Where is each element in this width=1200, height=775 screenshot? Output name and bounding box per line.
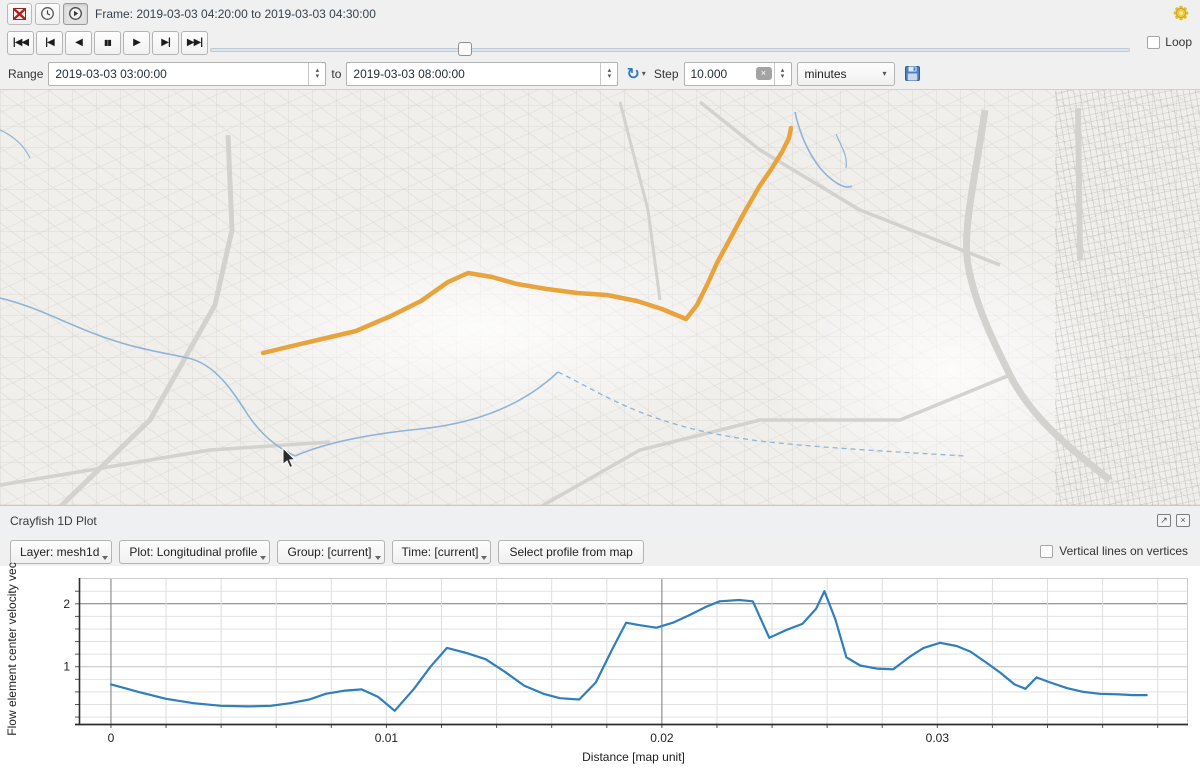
menu-indicator-icon (481, 556, 488, 560)
time-settings-button[interactable] (35, 2, 60, 25)
spin-up-icon[interactable]: ▴ (780, 66, 785, 74)
svg-text:Distance [map unit]: Distance [map unit] (582, 750, 685, 764)
skip-to-end-icon: ▶▶| (186, 37, 203, 48)
plot-type-menu-button[interactable]: Plot: Longitudinal profile (119, 540, 271, 564)
step-label: Step (653, 66, 679, 81)
vertical-lines-checkbox-label: Vertical lines on vertices (1059, 544, 1188, 558)
layer-menu-button[interactable]: Layer: mesh1d (10, 540, 113, 564)
map-canvas[interactable] (0, 89, 1200, 506)
red-cross-icon (13, 7, 26, 20)
playback-row: |◀◀ |◀ ◀ ▮▮ ▶ ▶| ▶▶| Loop (0, 27, 1200, 58)
skip-to-start-button[interactable]: |◀◀ (7, 30, 34, 55)
time-menu-button[interactable]: Time: [current] (391, 540, 492, 564)
layer-menu-label: Layer: mesh1d (20, 545, 100, 559)
play-forward-button[interactable]: ▶ (123, 30, 150, 55)
pause-button[interactable]: ▮▮ (94, 30, 121, 55)
spin-down-icon[interactable]: ▾ (607, 72, 612, 80)
save-settings-button[interactable] (904, 65, 921, 82)
range-end-spin-buttons[interactable]: ▴ ▾ (600, 62, 617, 85)
skip-to-end-button[interactable]: ▶▶| (181, 30, 208, 55)
step-unit-combobox[interactable]: minutes ▾ (796, 61, 895, 86)
profile-plot-svg: 0 0.01 0.02 0.03 1 2 Distance [map unit] (63, 578, 1188, 764)
previous-frame-icon: |◀ (45, 37, 54, 48)
refresh-range-button[interactable]: ↻ ▾ (623, 62, 648, 86)
svg-text:0.01: 0.01 (375, 731, 399, 745)
plot-controls-row: Layer: mesh1d Plot: Longitudinal profile… (0, 538, 1200, 566)
spin-up-icon[interactable]: ▴ (315, 66, 320, 74)
group-menu-button[interactable]: Group: [current] (277, 540, 385, 564)
range-start-spin-buttons[interactable]: ▴ ▾ (308, 62, 325, 85)
time-slider-groove[interactable] (210, 48, 1130, 52)
menu-indicator-icon (102, 556, 109, 560)
range-end-value[interactable]: 2019-03-03 08:00:00 (353, 66, 465, 81)
frame-range-label: Frame: 2019-03-03 04:20:00 to 2019-03-03… (95, 6, 376, 21)
svg-text:0: 0 (108, 731, 115, 745)
plot-type-menu-label: Plot: Longitudinal profile (129, 545, 258, 559)
settings-gear-icon[interactable] (1172, 4, 1190, 25)
loop-checkbox-label: Loop (1165, 35, 1192, 49)
play-animation-button[interactable] (63, 2, 88, 25)
step-value[interactable]: 10.000 (690, 66, 728, 81)
refresh-icon: ↻ (626, 65, 640, 83)
next-frame-icon: ▶| (161, 37, 170, 48)
river-lines (0, 111, 966, 457)
range-label: Range (8, 66, 44, 81)
refresh-dropdown-icon[interactable]: ▾ (641, 69, 646, 78)
pause-icon: ▮▮ (104, 38, 112, 47)
vertical-lines-checkbox[interactable] (1040, 544, 1054, 558)
plot-y-axis-label: Flow element center velocity vec (5, 562, 19, 736)
combobox-arrow-icon: ▾ (882, 69, 887, 78)
play-circle-icon (69, 7, 82, 20)
road-lines (0, 100, 1113, 505)
crayfish-panel-header[interactable]: Crayfish 1D Plot ↗ × (0, 507, 1200, 534)
save-floppy-icon (904, 66, 920, 81)
profile-plot[interactable]: 0 0.01 0.02 0.03 1 2 Distance [map unit] (0, 566, 1200, 775)
select-profile-label: Select profile from map (509, 545, 633, 559)
time-frame-bar: Frame: 2019-03-03 04:20:00 to 2019-03-03… (0, 0, 1200, 27)
clear-step-icon[interactable]: × (755, 67, 772, 80)
skip-to-start-icon: |◀◀ (12, 37, 29, 48)
map-features (0, 100, 1113, 505)
step-value-field[interactable]: 10.000 × ▴ ▾ (683, 61, 792, 86)
disable-time-slider-button[interactable] (7, 2, 32, 25)
play-backward-button[interactable]: ◀ (65, 30, 92, 55)
spin-up-icon[interactable]: ▴ (607, 66, 612, 74)
selected-profile-route[interactable] (260, 125, 794, 356)
previous-frame-button[interactable]: |◀ (36, 30, 63, 55)
svg-text:0.02: 0.02 (650, 731, 674, 745)
clock-icon (41, 7, 54, 20)
next-frame-button[interactable]: ▶| (152, 30, 179, 55)
mouse-cursor (282, 446, 296, 469)
play-backward-icon: ◀ (75, 37, 83, 48)
range-end-datetime-field[interactable]: 2019-03-03 08:00:00 ▴ ▾ (346, 61, 619, 86)
spin-down-icon[interactable]: ▾ (780, 72, 785, 80)
svg-text:0.03: 0.03 (926, 731, 950, 745)
timeline-slider-handle[interactable] (458, 42, 473, 56)
step-unit-value: minutes (804, 66, 847, 81)
time-slider[interactable] (210, 42, 1130, 56)
range-to-label: to (331, 66, 342, 81)
close-panel-icon[interactable]: × (1176, 514, 1190, 527)
step-spin-buttons[interactable]: ▴ ▾ (773, 62, 791, 85)
menu-indicator-icon (374, 556, 381, 560)
range-start-datetime-field[interactable]: 2019-03-03 03:00:00 ▴ ▾ (48, 61, 327, 86)
range-row: Range 2019-03-03 03:00:00 ▴ ▾ to 2019-03… (0, 58, 1200, 89)
select-profile-button[interactable]: Select profile from map (498, 540, 644, 564)
group-menu-label: Group: [current] (287, 545, 372, 559)
range-start-value[interactable]: 2019-03-03 03:00:00 (55, 66, 167, 81)
spin-down-icon[interactable]: ▾ (315, 72, 320, 80)
svg-text:2: 2 (63, 597, 70, 611)
time-menu-label: Time: [current] (401, 545, 479, 559)
menu-indicator-icon (260, 556, 267, 560)
play-forward-icon: ▶ (133, 37, 141, 48)
panel-title: Crayfish 1D Plot (10, 513, 97, 528)
float-panel-icon[interactable]: ↗ (1157, 514, 1171, 527)
svg-text:1: 1 (63, 660, 70, 674)
loop-checkbox[interactable] (1147, 35, 1161, 49)
